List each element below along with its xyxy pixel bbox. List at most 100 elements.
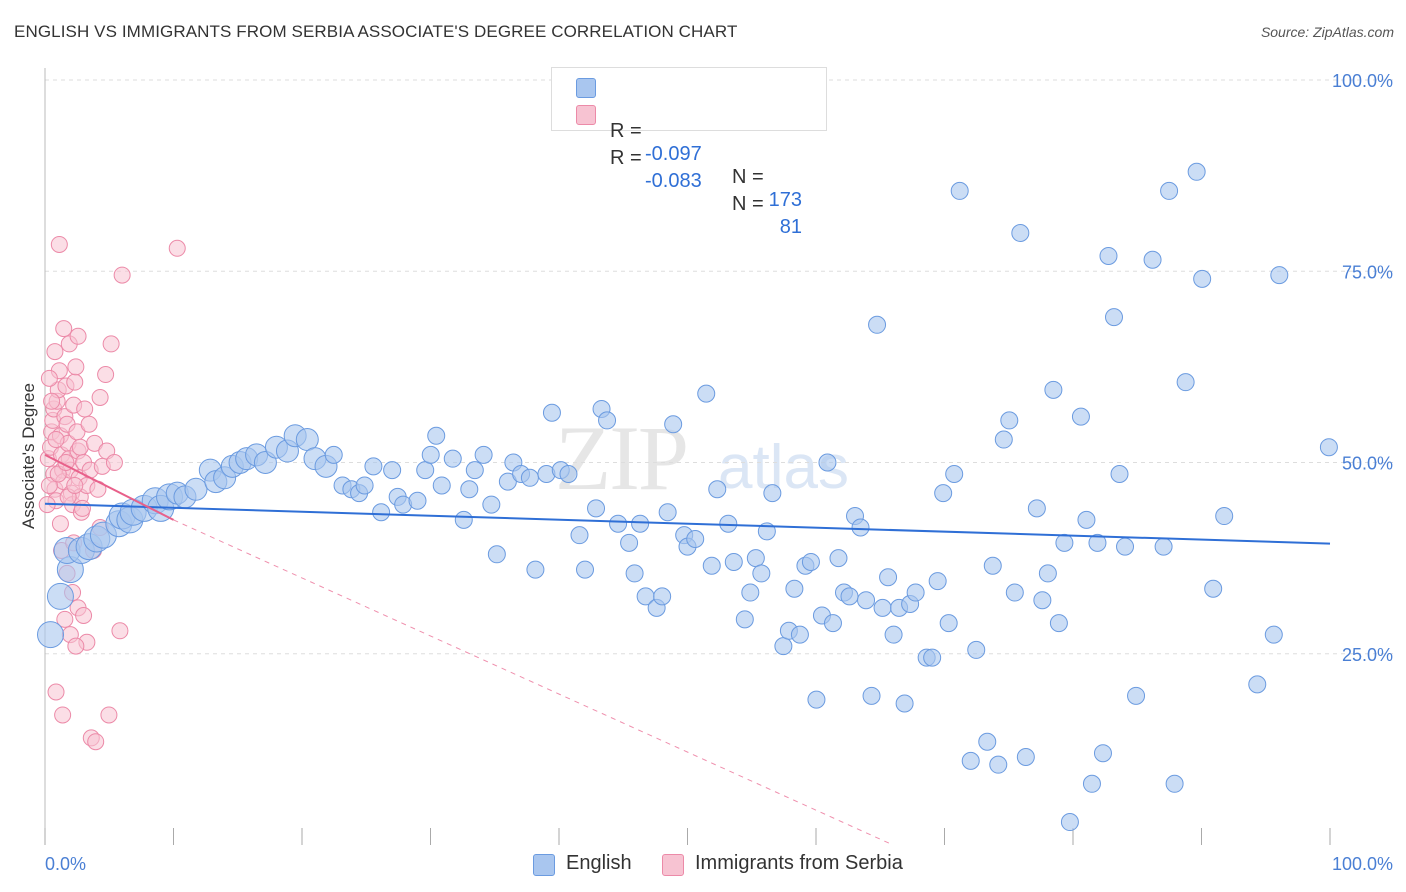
legend-english-n-label: N = — [732, 166, 764, 188]
chart-title: ENGLISH VS IMMIGRANTS FROM SERBIA ASSOCI… — [14, 22, 738, 41]
serbia-point — [43, 392, 61, 410]
english-point — [542, 403, 561, 422]
english-point — [790, 625, 809, 644]
english-point — [598, 411, 617, 430]
serbia-point — [40, 476, 58, 494]
english-point — [857, 591, 876, 610]
english-point — [1038, 564, 1057, 583]
english-point — [1049, 614, 1068, 633]
english-point — [741, 583, 760, 602]
legend-serbia-n-value: 81 — [779, 216, 802, 238]
english-point — [1215, 507, 1234, 526]
y-tick-label: 100.0% — [1332, 71, 1393, 91]
serbia-point — [50, 235, 68, 253]
legend-row-serbia: R = -0.083 N = 81 — [552, 101, 802, 238]
serbia-trend-extension — [173, 519, 894, 846]
x-tick-label-max: 100.0% — [1332, 854, 1393, 874]
english-point — [1093, 744, 1112, 763]
english-point — [1110, 464, 1129, 483]
english-point — [746, 549, 765, 568]
serbia-point — [80, 415, 98, 433]
legend-swatch-serbia — [576, 105, 596, 125]
english-point — [702, 556, 721, 575]
english-point — [587, 499, 606, 518]
english-point — [1000, 411, 1019, 430]
english-point — [840, 587, 859, 606]
axis-labels: 25.0% 50.0% 75.0% 100.0% 0.0% 100.0% Associate… — [19, 71, 1393, 874]
chart-source: Source: ZipAtlas.com — [1260, 24, 1394, 40]
english-point — [372, 503, 391, 522]
english-point — [658, 503, 677, 522]
english-point — [763, 484, 782, 503]
english-point — [1088, 533, 1107, 552]
y-tick-label: 25.0% — [1342, 645, 1393, 665]
english-point — [724, 552, 743, 571]
english-point — [1176, 373, 1195, 392]
english-point — [1160, 181, 1179, 200]
legend-serbia-n-label: N = — [732, 193, 764, 215]
english-point — [686, 530, 705, 548]
serbia-point — [67, 637, 85, 655]
english-point — [752, 564, 771, 583]
english-point — [785, 579, 804, 598]
serbia-point — [75, 607, 93, 624]
english-point — [1248, 675, 1267, 694]
english-point — [355, 476, 374, 495]
english-point — [1044, 380, 1063, 399]
english-point — [1099, 246, 1118, 265]
english-point — [625, 564, 644, 583]
legend-serbia-r-value: -0.083 — [645, 170, 702, 192]
english-point — [1319, 438, 1338, 457]
english-point — [609, 514, 628, 533]
english-point — [46, 582, 74, 610]
english-point — [895, 694, 914, 713]
english-point — [1264, 625, 1283, 644]
legend-english-r-label: R = — [610, 120, 642, 142]
bottom-legend-english-label: English — [566, 852, 632, 874]
serbia-point — [168, 239, 186, 257]
serbia-point — [56, 610, 74, 628]
serbia-point — [113, 266, 131, 284]
english-point — [1193, 269, 1212, 288]
english-point — [631, 514, 650, 533]
bottom-legend-swatch-serbia — [662, 854, 684, 876]
serbia-point — [111, 622, 129, 640]
english-point — [950, 181, 969, 200]
english-point — [1033, 591, 1052, 610]
english-point — [570, 526, 589, 545]
english-point — [983, 556, 1002, 575]
english-point — [526, 560, 545, 579]
english-point — [474, 445, 493, 464]
english-point — [1165, 774, 1184, 793]
english-point — [1116, 537, 1135, 556]
english-point — [1071, 407, 1090, 426]
serbia-point — [47, 431, 65, 449]
bottom-legend-serbia-label: Immigrants from Serbia — [695, 852, 903, 874]
y-tick-label: 75.0% — [1342, 262, 1393, 282]
english-point — [520, 468, 539, 487]
serbia-point — [54, 706, 72, 724]
english-point — [364, 457, 383, 476]
serbia-point — [71, 438, 89, 456]
serbia-point — [86, 434, 104, 452]
serbia-point — [51, 515, 69, 533]
english-point — [37, 621, 65, 649]
serbia-point — [97, 366, 115, 384]
english-point — [465, 461, 484, 480]
english-point — [1077, 510, 1096, 529]
english-point — [432, 476, 451, 495]
english-point — [559, 464, 578, 483]
trend-lines — [44, 453, 1331, 846]
english-point — [1127, 686, 1146, 705]
serbia-point — [46, 343, 64, 361]
english-point — [1016, 748, 1035, 767]
english-point — [1104, 308, 1123, 327]
english-points — [37, 162, 1338, 832]
english-point — [1143, 250, 1162, 269]
legend: R = -0.097 N = 173 R = -0.083 N = 81 — [551, 67, 827, 238]
legend-swatch-english — [576, 78, 596, 98]
english-point — [719, 514, 738, 533]
english-point — [978, 732, 997, 751]
y-axis-label: Associate's Degree — [19, 383, 38, 529]
legend-english-n-value: 173 — [768, 189, 802, 211]
